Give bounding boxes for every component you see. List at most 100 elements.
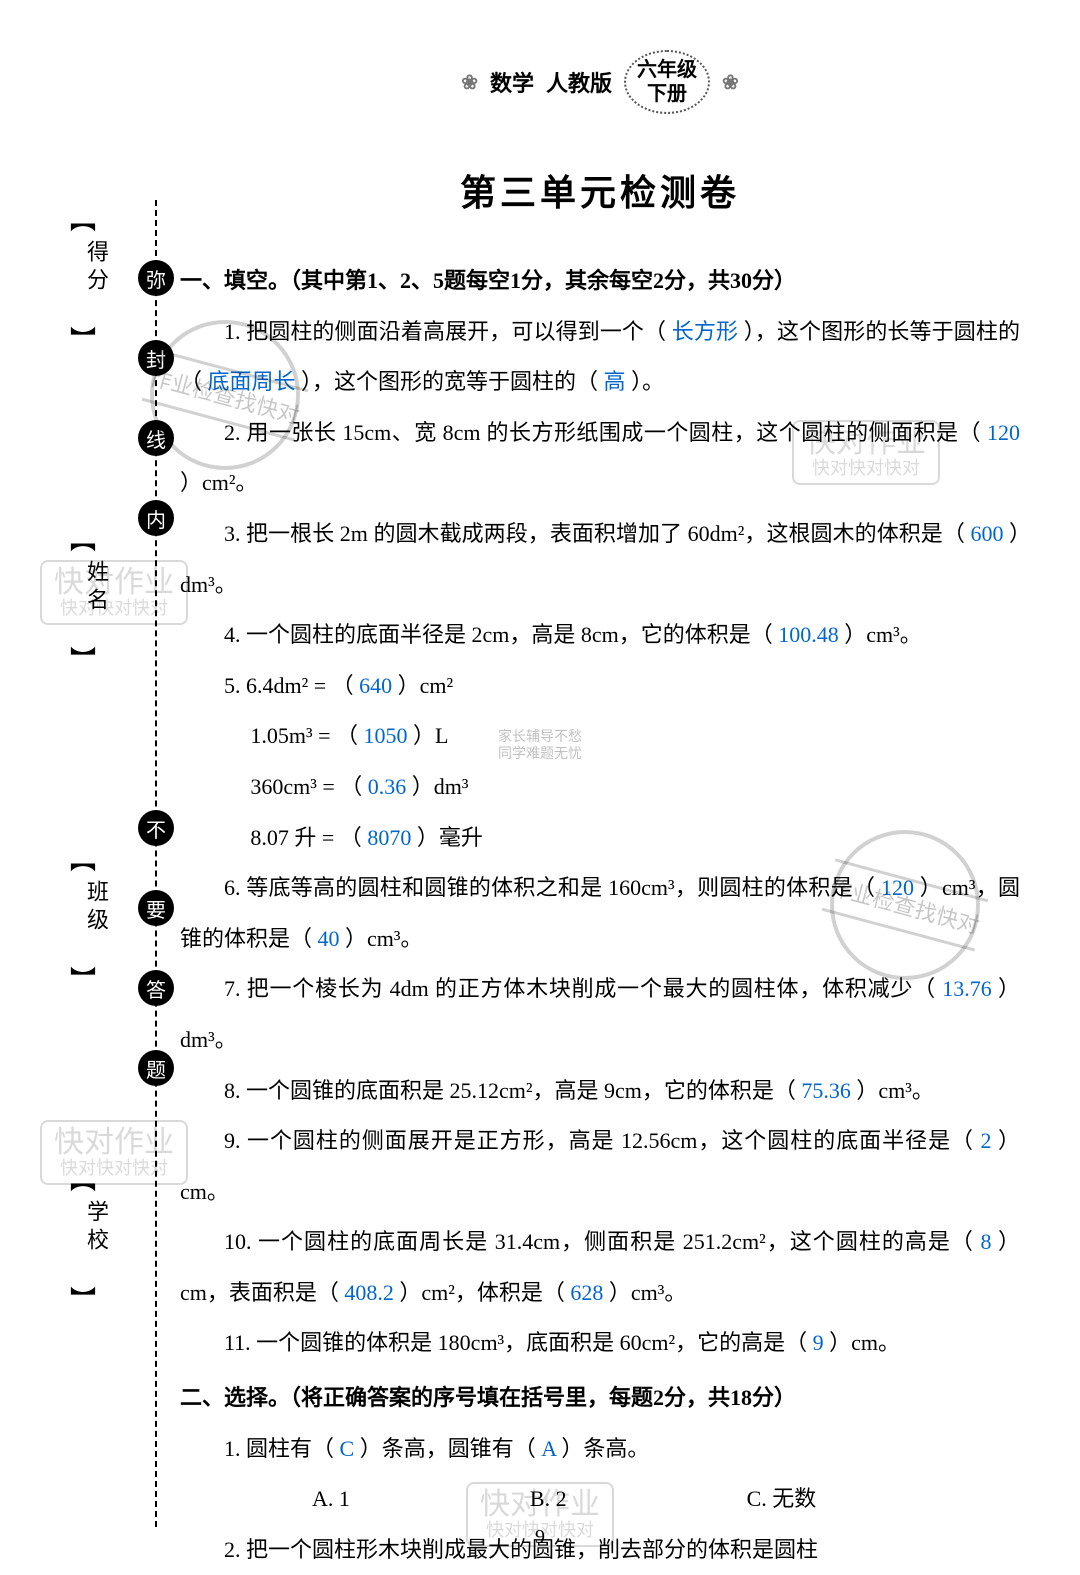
q1-text: 1. 把圆柱的侧面沿着高展开，可以得到一个（ — [224, 319, 666, 344]
margin-column: ︻ 得分 ︼ ︻ 姓名 ︼ ︻ 班级 ︼ ︻ 学校 ︼ 弥 封 线 内 不 要 … — [60, 200, 170, 1527]
q5-3-ans: 0.36 — [368, 774, 407, 799]
q3-text: 3. 把一根长 2m 的圆木截成两段，表面积增加了 60dm²，这根圆木的体积是… — [224, 521, 965, 546]
bracket-icon: ︼ — [70, 1280, 96, 1317]
q10-ans1: 8 — [980, 1229, 991, 1254]
choice-b: B. 2 — [530, 1474, 567, 1525]
q11-ans: 9 — [813, 1330, 824, 1355]
deco-icon: ❀ — [722, 70, 739, 95]
q1-text4: ）。 — [631, 369, 664, 394]
edition-label: 人教版 — [546, 66, 612, 98]
q1-ans1: 长方形 — [672, 319, 738, 344]
q3-ans: 600 — [970, 521, 1003, 546]
fold-char: 封 — [138, 340, 174, 376]
q2-text: 2. 用一张长 15cm、宽 8cm 的长方形纸围成一个圆柱，这个圆柱的侧面积是… — [224, 420, 981, 445]
bracket-icon: ︼ — [70, 960, 96, 997]
q6-ans1: 120 — [881, 875, 914, 900]
q10: 10. 一个圆柱的底面周长是 31.4cm，侧面积是 251.2cm²，这个圆柱… — [180, 1217, 1020, 1318]
q2-text2: ）cm²。 — [180, 470, 257, 495]
fold-char: 不 — [138, 810, 174, 846]
bracket-icon: ︼ — [70, 320, 96, 357]
s2q1-ans2: A — [541, 1436, 556, 1461]
q8-text: 8. 一个圆锥的底面积是 25.12cm²，高是 9cm，它的体积是（ — [224, 1078, 796, 1103]
fold-char: 弥 — [138, 260, 174, 296]
q11-text: 11. 一个圆锥的体积是 180cm³，底面积是 60cm²，它的高是（ — [224, 1330, 807, 1355]
q10-ans3: 628 — [570, 1280, 603, 1305]
s2q1-text3: ）条高。 — [561, 1436, 649, 1461]
wm-center-2: 同学难题无忧 — [498, 747, 582, 762]
q5-2-ans: 1050 — [364, 723, 408, 748]
q9-ans: 2 — [981, 1128, 992, 1153]
q5-2-text: 1.05m³ = （ — [250, 723, 358, 748]
grade-line1: 六年级 — [637, 58, 697, 82]
fold-line — [155, 200, 157, 1527]
q2: 2. 用一张长 15cm、宽 8cm 的长方形纸围成一个圆柱，这个圆柱的侧面积是… — [180, 408, 1020, 509]
q3: 3. 把一根长 2m 的圆木截成两段，表面积增加了 60dm²，这根圆木的体积是… — [180, 509, 1020, 610]
q2-ans: 120 — [987, 420, 1020, 445]
q9: 9. 一个圆柱的侧面展开是正方形，高是 12.56cm，这个圆柱的底面半径是（ … — [180, 1116, 1020, 1217]
q5-2: 1.05m³ = （ 1050 ）L — [180, 711, 1020, 762]
q8-ans: 75.36 — [801, 1078, 851, 1103]
q5-1-text: 5. 6.4dm² = （ — [224, 673, 354, 698]
q6-text: 6. 等底等高的圆柱和圆锥的体积之和是 160cm³，则圆柱的体积是（ — [224, 875, 875, 900]
q5-1-ans: 640 — [359, 673, 392, 698]
q5-4-text: 8.07 升 = （ — [250, 825, 361, 850]
q1-text3: ），这个图形的宽等于圆柱的（ — [301, 369, 598, 394]
fold-char: 内 — [138, 500, 174, 536]
q11-text2: ）cm。 — [829, 1330, 900, 1355]
q8: 8. 一个圆锥的底面积是 25.12cm²，高是 9cm，它的体积是（ 75.3… — [180, 1066, 1020, 1117]
class-label: 班级 — [80, 880, 112, 936]
q6-ans2: 40 — [318, 926, 340, 951]
q10-text4: ）cm³。 — [609, 1280, 686, 1305]
q10-ans2: 408.2 — [344, 1280, 394, 1305]
s2q2: 2. 把一个圆柱形木块削成最大的圆锥，削去部分的体积是圆柱 — [180, 1525, 1020, 1575]
choice-a: A. 1 — [312, 1474, 350, 1525]
page-header: ❀ 数学 人教版 六年级 下册 ❀ — [180, 50, 1020, 114]
page-number: 9 — [535, 1526, 545, 1549]
s2q1: 1. 圆柱有（ C ）条高，圆锥有（ A ）条高。 — [180, 1424, 1020, 1475]
name-label: 姓名 — [80, 560, 112, 616]
section2-heading: 二、选择。（将正确答案的序号填在括号里，每题2分，共18分） — [180, 1373, 1020, 1424]
bracket-icon: ︻ — [70, 520, 96, 557]
q7-text: 7. 把一个棱长为 4dm 的正方体木块削成一个最大的圆柱体，体积减少（ — [224, 976, 936, 1001]
q1-ans3: 高 — [604, 369, 626, 394]
bracket-icon: ︻ — [70, 840, 96, 877]
q10-text: 10. 一个圆柱的底面周长是 31.4cm，侧面积是 251.2cm²，这个圆柱… — [224, 1229, 974, 1254]
q4: 4. 一个圆柱的底面半径是 2cm，高是 8cm，它的体积是（ 100.48 ）… — [180, 610, 1020, 661]
q5-4-ans: 8070 — [367, 825, 411, 850]
grade-line2: 下册 — [647, 82, 687, 106]
q4-text2: ）cm³。 — [844, 622, 921, 647]
q4-text: 4. 一个圆柱的底面半径是 2cm，高是 8cm，它的体积是（ — [224, 622, 773, 647]
choice-c: C. 无数 — [747, 1474, 817, 1525]
subject-label: 数学 — [490, 66, 534, 98]
q5-1-text2: ）cm² — [398, 673, 453, 698]
q7: 7. 把一个棱长为 4dm 的正方体木块削成一个最大的圆柱体，体积减少（ 13.… — [180, 964, 1020, 1065]
q5-4: 8.07 升 = （ 8070 ）毫升 — [180, 813, 1020, 864]
q4-ans: 100.48 — [778, 622, 839, 647]
q8-text2: ）cm³。 — [856, 1078, 933, 1103]
q6: 6. 等底等高的圆柱和圆锥的体积之和是 160cm³，则圆柱的体积是（ 120 … — [180, 863, 1020, 964]
deco-icon: ❀ — [461, 70, 478, 95]
page-title: 第三单元检测卷 — [180, 164, 1020, 216]
worksheet-page: ❀ 数学 人教版 六年级 下册 ❀ 第三单元检测卷 一、填空。（其中第1、2、5… — [0, 0, 1080, 1567]
watermark-center: 家长辅导不愁 同学难题无忧 — [498, 730, 582, 764]
school-label: 学校 — [80, 1200, 112, 1256]
q9-text: 9. 一个圆柱的侧面展开是正方形，高是 12.56cm，这个圆柱的底面半径是（ — [224, 1128, 974, 1153]
fold-char: 答 — [138, 970, 174, 1006]
wm-center-1: 家长辅导不愁 — [498, 730, 582, 745]
q5-4-text2: ）毫升 — [417, 825, 483, 850]
q11: 11. 一个圆锥的体积是 180cm³，底面积是 60cm²，它的高是（ 9 ）… — [180, 1318, 1020, 1369]
s2q1-text2: ）条高，圆锥有（ — [360, 1436, 536, 1461]
q1-ans2: 底面周长 — [208, 369, 296, 394]
q10-text3: ）cm²，体积是（ — [399, 1280, 564, 1305]
grade-badge: 六年级 下册 — [624, 50, 710, 114]
bracket-icon: ︻ — [70, 1160, 96, 1197]
q5-2-text2: ）L — [413, 723, 448, 748]
s2q1-ans1: C — [340, 1436, 355, 1461]
q7-ans: 13.76 — [942, 976, 992, 1001]
q5-3: 360cm³ = （ 0.36 ）dm³ — [180, 762, 1020, 813]
bracket-icon: ︻ — [70, 200, 96, 237]
q1: 1. 把圆柱的侧面沿着高展开，可以得到一个（ 长方形 ），这个图形的长等于圆柱的… — [180, 307, 1020, 408]
q5-1: 5. 6.4dm² = （ 640 ）cm² — [180, 661, 1020, 712]
bracket-icon: ︼ — [70, 640, 96, 677]
section1-heading: 一、填空。（其中第1、2、5题每空1分，其余每空2分，共30分） — [180, 256, 1020, 307]
